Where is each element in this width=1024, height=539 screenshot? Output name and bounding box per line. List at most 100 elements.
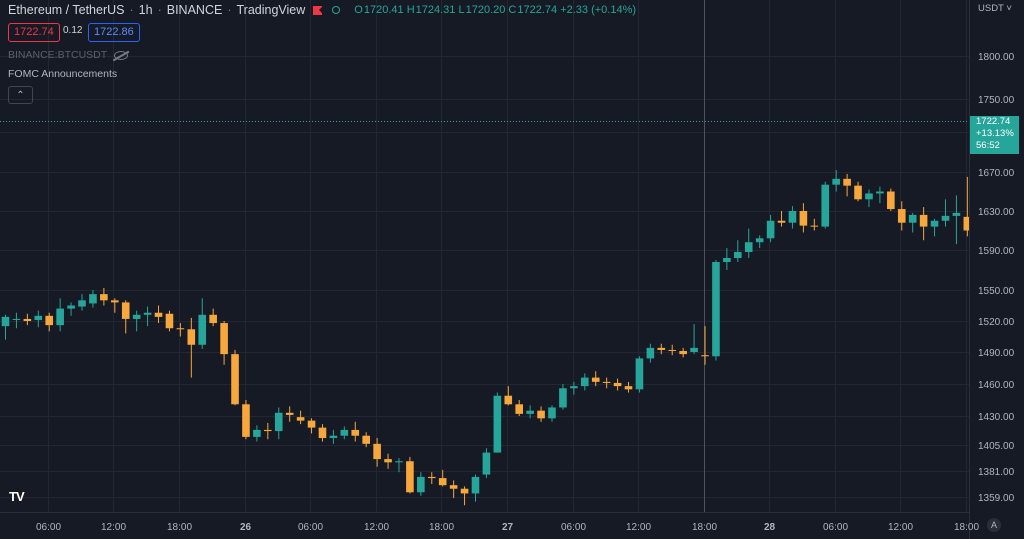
last-price-label: 1722.74 +13.13% 56:52 [970, 116, 1019, 154]
tradingview-logo-icon[interactable]: TV [9, 489, 25, 504]
candle-body [165, 313, 174, 329]
candle-body [559, 388, 567, 408]
provider-label: TradingView [236, 3, 306, 17]
candle-body [854, 185, 862, 200]
open-label: O [354, 4, 363, 16]
grid-lines [0, 0, 969, 512]
candle-body [613, 382, 622, 387]
price-axis-bg [969, 0, 1024, 539]
open-value: 1720.41 [363, 4, 404, 16]
candle-body [23, 318, 32, 321]
indicator-legend[interactable]: FOMC Announcements [8, 68, 118, 80]
candle-body [471, 476, 480, 494]
collapse-legend-button[interactable]: ⌃ [8, 86, 33, 104]
market-status-icon[interactable] [332, 6, 341, 14]
candle-body [766, 220, 775, 239]
candle-body [832, 178, 840, 185]
candle-body [12, 318, 21, 320]
candle-body [253, 429, 261, 437]
currency-selector[interactable]: USDT ˅ [978, 3, 1012, 14]
candle-body [406, 461, 414, 493]
change-value: +2.33 (+0.14%) [560, 4, 637, 16]
auto-scale-button[interactable]: A [987, 518, 1001, 532]
candle-body [679, 350, 687, 355]
time-tick-label: 12:00 [101, 522, 126, 533]
candle-body [482, 452, 491, 475]
header-separator: · [227, 3, 232, 17]
close-value: 1722.74 [517, 4, 558, 16]
time-tick-label: 06:00 [823, 522, 848, 533]
symbol-name[interactable]: Ethereum / TetherUS [8, 3, 125, 17]
candle-body [963, 216, 972, 231]
candle-body [941, 215, 950, 221]
candle-body [395, 461, 403, 463]
interval-label[interactable]: 1h [138, 3, 153, 17]
time-tick-label: 26 [240, 522, 252, 533]
buy-button[interactable]: 1722.86 [88, 23, 140, 42]
candle-body [777, 220, 786, 223]
candle-body [843, 178, 851, 186]
sell-button[interactable]: 1722.74 [8, 23, 60, 42]
candle-body [231, 354, 239, 405]
candle-body [318, 427, 327, 439]
flag-icon[interactable] [313, 5, 324, 15]
low-label: L [458, 4, 465, 16]
candle-body [744, 242, 753, 252]
time-tick-label: 18:00 [692, 522, 717, 533]
last-price-value: 1722.74 [976, 116, 1011, 127]
candle-body [526, 410, 534, 414]
price-tick-label: 1359.00 [978, 493, 1015, 504]
candle-body [734, 252, 742, 258]
candle-body [580, 377, 589, 387]
ohlc-values: O1720.41 H1724.31 L1720.20 C1722.74 +2.3… [354, 4, 636, 16]
price-axis: 1359.00 1381.00 1405.00 1430.00 1460.00 1490.… [969, 0, 1024, 539]
candle-body [821, 184, 830, 227]
candle-body [274, 412, 283, 432]
candle-body [865, 193, 873, 200]
candle-body [78, 300, 86, 307]
compare-legend[interactable]: BINANCE:BTCUSDT [8, 49, 129, 61]
candle-body [340, 429, 349, 436]
time-axis: 06:00 12:00 18:00 26 06:00 12:00 18:00 27 06:00 1… [0, 512, 979, 533]
low-value: 1720.20 [465, 4, 506, 16]
candle-body [788, 211, 797, 223]
candle-body [952, 212, 961, 216]
candle-body [67, 305, 75, 309]
candle-body [264, 429, 272, 432]
candle-body [307, 420, 316, 428]
time-tick-label: 18:00 [429, 522, 454, 533]
candle-body [154, 312, 163, 317]
header-separator: · [157, 3, 162, 17]
time-tick-label: 28 [764, 522, 776, 533]
candle-body [723, 258, 731, 262]
candle-body [624, 386, 633, 390]
candle-body [438, 478, 447, 486]
candle-body [591, 377, 600, 382]
exchange-label: BINANCE [166, 3, 223, 17]
price-tick-label: 1381.00 [978, 467, 1015, 478]
symbol-header[interactable]: Ethereum / TetherUS · 1h · BINANCE · Tra… [8, 3, 636, 17]
candle-body [427, 476, 436, 479]
candle-body [712, 262, 720, 357]
candle-body [329, 435, 338, 439]
hidden-eye-icon[interactable] [114, 50, 129, 60]
candle-body [362, 435, 370, 444]
candle-body [89, 294, 97, 304]
candle-body [646, 347, 655, 359]
candle-body [515, 404, 524, 414]
currency-label: USDT [978, 3, 1004, 14]
bar-countdown: 56:52 [976, 140, 1000, 151]
header-separator: · [129, 3, 134, 17]
price-tick-label: 1750.00 [978, 95, 1015, 106]
candle-body [493, 395, 502, 453]
candle-body [887, 191, 895, 210]
last-price-change: +13.13% [976, 128, 1014, 139]
candle-body [657, 347, 666, 350]
candle-body [701, 355, 709, 357]
candle-body [56, 308, 64, 326]
candle-body [187, 329, 196, 345]
candle-body [635, 358, 644, 390]
candle-body [351, 429, 360, 436]
